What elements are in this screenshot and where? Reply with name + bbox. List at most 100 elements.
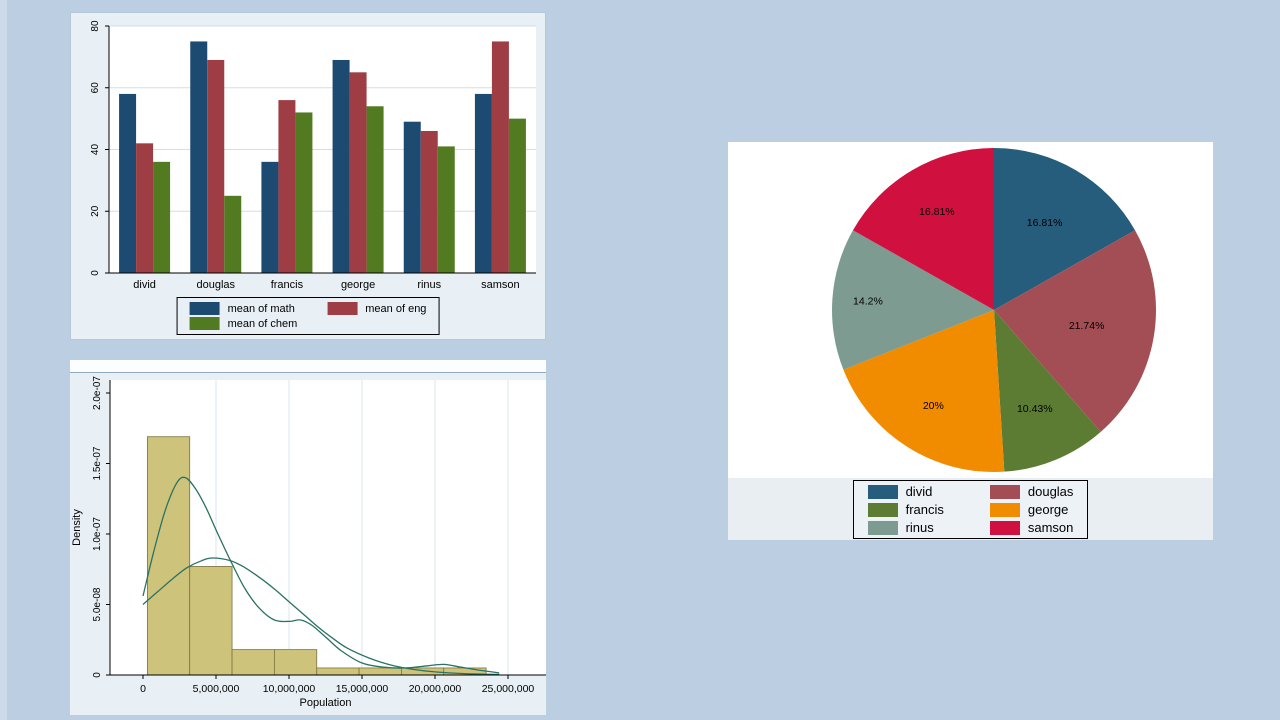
x-tick-label: 10,000,000 xyxy=(263,683,316,695)
bar-george-2 xyxy=(366,106,384,274)
legend-label-rinus: rinus xyxy=(905,520,934,535)
legend-item-george: george xyxy=(989,502,1074,517)
bar-divid-0 xyxy=(119,93,137,274)
x-category-label-samson: samson xyxy=(481,279,520,291)
legend-item-mean-of-eng: mean of eng xyxy=(327,302,426,315)
legend-label-samson: samson xyxy=(1027,520,1074,535)
bar-samson-1 xyxy=(491,41,509,273)
pie-slice-pct-label-divid: 16.81% xyxy=(1027,217,1063,229)
y-tick-label: 60 xyxy=(90,82,101,94)
legend-label-divid: divid xyxy=(905,484,933,499)
legend-item-divid: divid xyxy=(867,484,944,499)
x-category-label-douglas: douglas xyxy=(196,279,235,291)
histogram-bin-5 xyxy=(358,667,402,676)
curve-kdensity xyxy=(142,476,500,674)
bar-douglas-0 xyxy=(190,41,208,273)
bar-samson-0 xyxy=(474,93,492,274)
density-histogram-window: 0 5.0e-08 1.0e-07 1.5e-07 2.0e-07 0 5,000,000 1… xyxy=(70,360,546,715)
pie-slice-pct-label-george: 20% xyxy=(923,400,944,412)
legend-item-douglas: douglas xyxy=(989,484,1074,499)
x-tick-label: 15,000,000 xyxy=(336,683,389,695)
bar-divid-2 xyxy=(153,161,171,273)
legend-swatch-george xyxy=(989,502,1020,517)
density-histogram-canvas: 0 5.0e-08 1.0e-07 1.5e-07 2.0e-07 0 5,000,000 1… xyxy=(70,360,546,709)
x-category-label-divid: divid xyxy=(133,279,156,291)
pie-slice-divid xyxy=(994,148,1136,310)
legend-item-mean-of-chem: mean of chem xyxy=(189,317,298,330)
pie-chart-window: 16.81% 21.74% 10.43% 20% 14.2% 16.81% divid do… xyxy=(728,142,1213,540)
legend-item-samson: samson xyxy=(989,520,1074,535)
legend-label-francis: francis xyxy=(905,502,944,517)
pie-slice-samson xyxy=(852,148,994,310)
grouped-bar-chart-window: divid douglas francis george rinus samson 0 20 4… xyxy=(70,12,546,340)
histogram-bin-2 xyxy=(231,649,275,676)
pie-slice-george xyxy=(843,310,1005,472)
curve-normal-density xyxy=(142,557,500,676)
y-tick-label: 1.5e-07 xyxy=(92,446,103,480)
pie-slice-pct-label-francis: 10.43% xyxy=(1017,403,1053,415)
pie-slice-rinus xyxy=(832,230,994,370)
legend-swatch-douglas xyxy=(989,484,1020,499)
window-top-strip xyxy=(70,360,546,372)
bar-george-1 xyxy=(349,72,367,273)
legend-swatch-rinus xyxy=(867,520,898,535)
histogram-bin-4 xyxy=(316,667,360,676)
legend-item-mean-of-math: mean of math xyxy=(189,302,298,315)
pie-legend-strip: divid douglas francis george rinus samson xyxy=(728,478,1213,540)
bar-rinus-1 xyxy=(420,130,438,273)
page-left-edge xyxy=(0,0,7,720)
x-axis-title: Population xyxy=(300,697,352,709)
y-axis-title: Density xyxy=(71,509,83,546)
legend-item-francis: francis xyxy=(867,502,944,517)
pie-slice-pct-label-samson: 16.81% xyxy=(919,206,955,218)
legend-label-mean-of-eng: mean of eng xyxy=(365,302,427,315)
legend-swatch-divid xyxy=(867,484,898,499)
legend-swatch-mean-of-math xyxy=(189,302,220,315)
bar-samson-2 xyxy=(508,118,526,274)
bar-chart-legend: mean of math mean of eng mean of chem xyxy=(176,297,440,335)
legend-swatch-mean-of-chem xyxy=(189,317,220,330)
legend-label-douglas: douglas xyxy=(1027,484,1074,499)
pie-slice-francis xyxy=(994,310,1101,472)
bar-francis-0 xyxy=(261,161,279,273)
x-tick-label: 5,000,000 xyxy=(193,683,240,695)
legend-swatch-francis xyxy=(867,502,898,517)
pie-slice-pct-label-rinus: 14.2% xyxy=(853,295,883,307)
legend-item-rinus: rinus xyxy=(867,520,944,535)
legend-swatch-samson xyxy=(989,520,1020,535)
y-tick-label: 80 xyxy=(90,20,101,32)
pie-slice-pct-label-douglas: 21.74% xyxy=(1069,320,1105,332)
bar-francis-2 xyxy=(295,112,313,273)
x-tick-label: 25,000,000 xyxy=(482,683,535,695)
x-category-label-george: george xyxy=(341,279,375,291)
legend-label-george: george xyxy=(1027,502,1069,517)
pie-chart-canvas: 16.81% 21.74% 10.43% 20% 14.2% 16.81% xyxy=(832,148,1157,472)
y-tick-label: 40 xyxy=(90,144,101,156)
legend-label-mean-of-chem: mean of chem xyxy=(227,317,298,330)
bar-francis-1 xyxy=(278,100,296,273)
histogram-bin-1 xyxy=(189,566,233,676)
y-tick-label: 0 xyxy=(92,672,103,678)
bar-rinus-0 xyxy=(403,121,421,274)
histogram-bin-3 xyxy=(273,649,318,676)
x-category-label-francis: francis xyxy=(271,279,304,291)
bar-douglas-1 xyxy=(207,59,225,274)
y-tick-label: 2.0e-07 xyxy=(92,376,103,410)
y-tick-label: 20 xyxy=(90,205,101,217)
y-tick-label: 5.0e-08 xyxy=(92,587,103,621)
legend-swatch-mean-of-eng xyxy=(327,302,358,315)
legend-label-mean-of-math: mean of math xyxy=(227,302,295,315)
x-category-label-rinus: rinus xyxy=(417,279,441,291)
bar-divid-1 xyxy=(136,143,154,273)
bar-douglas-2 xyxy=(224,195,242,273)
y-tick-label: 1.0e-07 xyxy=(92,517,103,551)
y-tick-label: 0 xyxy=(90,270,101,276)
x-tick-label: 20,000,000 xyxy=(409,683,462,695)
grouped-bar-chart-canvas: divid douglas francis george rinus samson 0 20 4… xyxy=(90,20,536,291)
pie-chart-legend: divid douglas francis george rinus samson xyxy=(852,480,1089,539)
histogram-bin-0 xyxy=(146,436,191,676)
bar-george-0 xyxy=(332,59,350,274)
pie-slice-douglas xyxy=(994,230,1157,432)
bar-rinus-2 xyxy=(437,146,455,273)
x-tick-label: 0 xyxy=(140,683,146,695)
